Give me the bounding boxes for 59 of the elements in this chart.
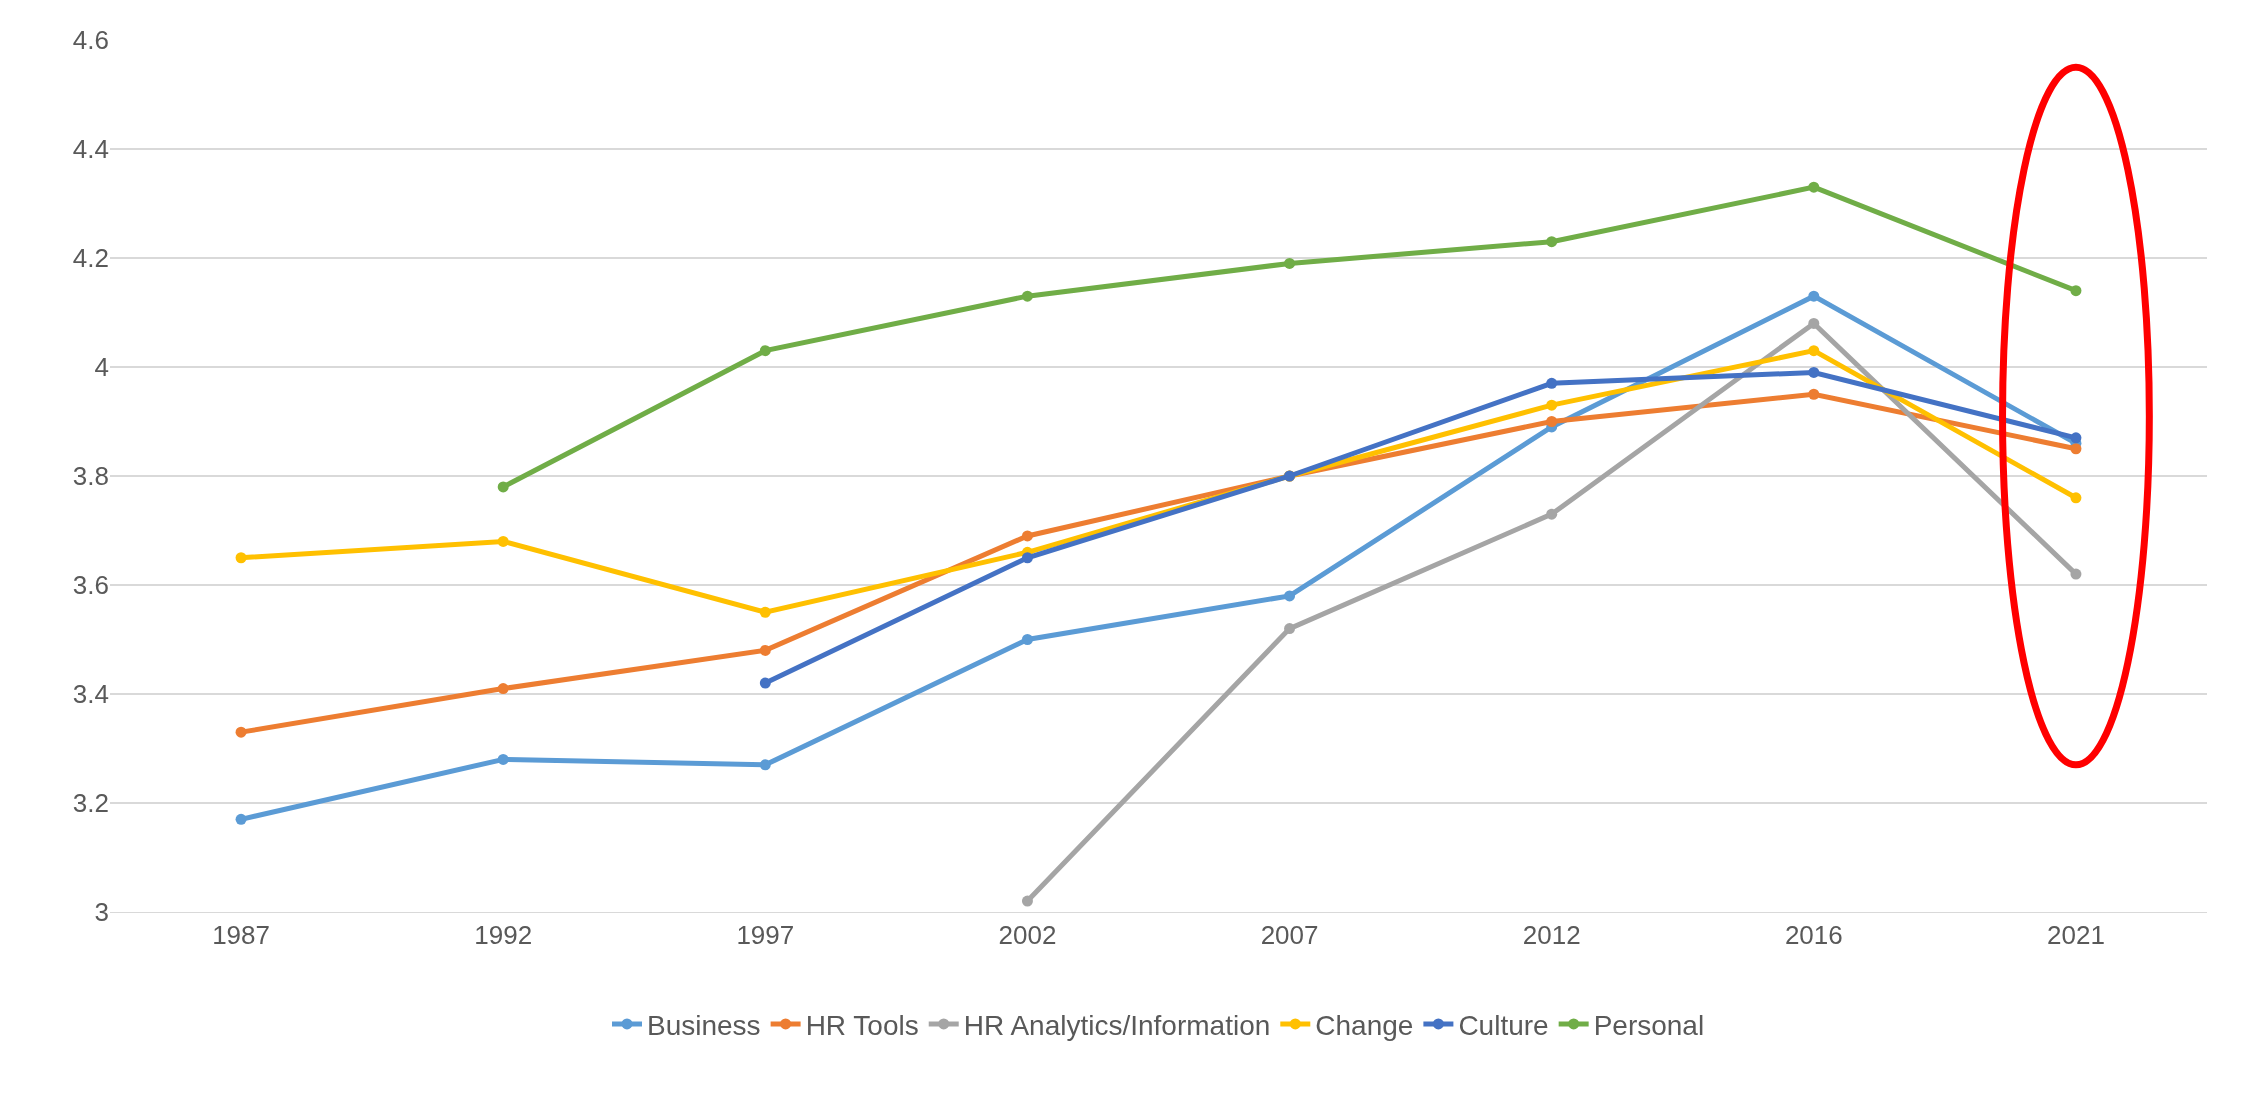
point	[235, 813, 247, 825]
y-tick-label: 4	[94, 352, 109, 383]
point	[1546, 508, 1558, 520]
point	[1284, 590, 1296, 602]
legend-label: Business	[647, 1009, 761, 1041]
point	[1546, 416, 1558, 427]
y-tick-label: 4.2	[72, 243, 109, 274]
x-tick-label: 2002	[998, 920, 1057, 951]
point	[1808, 317, 1820, 329]
x-tick-label: 2007	[1260, 920, 1319, 951]
x-tick-label: 2021	[2047, 920, 2105, 951]
x-tick-label: 2012	[1522, 920, 1581, 951]
point	[759, 759, 771, 771]
point	[1808, 290, 1820, 302]
point	[235, 552, 247, 564]
y-tick-label: 3	[94, 897, 109, 928]
point	[497, 535, 509, 547]
legend-label: Change	[1315, 1009, 1414, 1041]
point	[497, 753, 509, 765]
point	[1021, 290, 1033, 302]
point	[759, 345, 771, 357]
point	[1021, 530, 1033, 542]
x-tick-label: 2016	[1784, 920, 1843, 951]
point	[2070, 492, 2082, 504]
point	[1021, 552, 1033, 564]
point	[1284, 257, 1296, 269]
point	[2070, 432, 2082, 444]
point	[2070, 285, 2082, 297]
point	[235, 726, 247, 738]
legend-label: HR Analytics/Information	[963, 1009, 1271, 1041]
y-tick-label: 3.8	[72, 461, 109, 492]
point	[759, 644, 771, 656]
point	[1546, 399, 1558, 411]
point	[759, 677, 771, 689]
y-tick-label: 3.2	[72, 788, 109, 819]
y-tick-label: 3.4	[72, 679, 109, 710]
point	[1021, 895, 1033, 907]
point	[497, 481, 509, 493]
point	[759, 606, 771, 618]
y-tick-label: 3.6	[72, 570, 109, 601]
point	[2070, 443, 2082, 455]
point	[497, 683, 509, 695]
point	[1808, 388, 1820, 400]
point	[1808, 181, 1820, 193]
x-tick-label: 1992	[474, 920, 533, 951]
point	[1808, 345, 1820, 357]
point	[1021, 634, 1033, 645]
point	[1808, 366, 1820, 378]
y-tick-label: 4.4	[72, 134, 109, 165]
point	[1546, 236, 1558, 248]
legend-label: HR Tools	[805, 1009, 919, 1041]
x-tick-label: 1987	[212, 920, 270, 951]
x-tick-label: 1997	[736, 920, 795, 951]
y-tick-label: 4.6	[72, 25, 109, 56]
legend-label: Culture	[1458, 1009, 1549, 1041]
point	[1284, 623, 1296, 635]
legend-label: Personal	[1593, 1009, 1705, 1041]
point	[2070, 568, 2082, 580]
point	[1546, 377, 1558, 389]
